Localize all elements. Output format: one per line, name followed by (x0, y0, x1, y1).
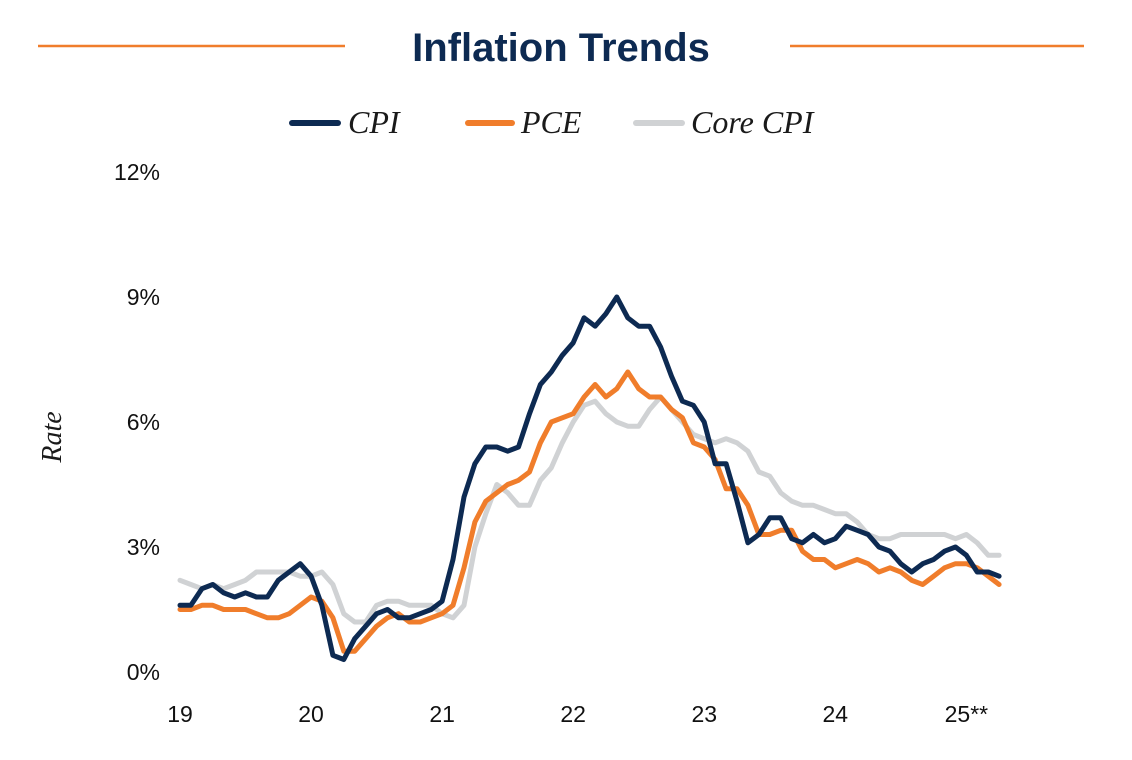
y-tick-label: 3% (127, 534, 160, 560)
x-tick-label: 25** (945, 701, 989, 727)
y-tick-label: 12% (114, 159, 160, 185)
series-lines (177, 294, 1002, 662)
y-axis-label: Rate (37, 411, 68, 463)
x-tick-label: 20 (298, 701, 324, 727)
legend-label-core-cpi: Core CPI (691, 104, 815, 140)
series-line-cpi (177, 294, 1002, 662)
y-tick-label: 9% (127, 284, 160, 310)
x-tick-label: 23 (691, 701, 717, 727)
y-tick-label: 0% (127, 659, 160, 685)
legend-label-cpi: CPI (348, 104, 401, 140)
y-tick-label: 6% (127, 409, 160, 435)
legend: CPI PCE Core CPI (289, 104, 815, 140)
chart-title: Inflation Trends (412, 26, 710, 70)
y-axis-ticks: 0% 3% 6% 9% 12% (114, 159, 160, 685)
x-axis-ticks: 19 20 21 22 23 24 25** (167, 701, 988, 727)
series-line-pce (177, 369, 1002, 654)
legend-label-pce: PCE (520, 104, 582, 140)
x-tick-label: 21 (429, 701, 455, 727)
x-tick-label: 24 (823, 701, 849, 727)
x-tick-label: 22 (560, 701, 586, 727)
x-tick-label: 19 (167, 701, 193, 727)
series-line-core-cpi (177, 394, 1002, 625)
